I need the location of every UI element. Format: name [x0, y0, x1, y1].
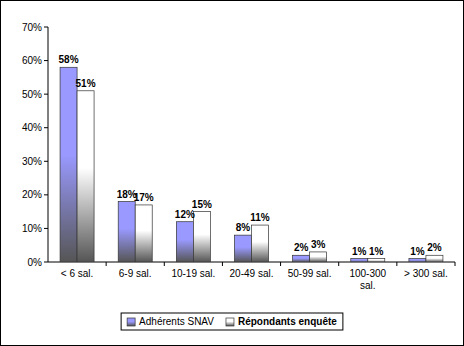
y-tick-label: 60% [22, 55, 42, 66]
chart: 0%10%20%30%40%50%60%70%58%18%12%8%2%1%1%… [0, 0, 464, 346]
data-label: 12% [175, 209, 195, 220]
bar [60, 67, 77, 262]
y-tick-label: 70% [22, 22, 42, 33]
data-label: 8% [236, 222, 251, 233]
bar [409, 259, 426, 262]
y-tick-label: 40% [22, 122, 42, 133]
data-label: 2% [427, 242, 442, 253]
x-tick-label: 20-49 sal. [230, 268, 274, 279]
bar [176, 222, 193, 262]
y-tick-label: 30% [22, 156, 42, 167]
bar [293, 255, 310, 262]
x-tick-label: > 300 sal. [404, 268, 448, 279]
y-tick [44, 27, 48, 28]
data-label: 15% [192, 199, 212, 210]
y-tick-label: 10% [22, 223, 42, 234]
bar [118, 202, 135, 262]
x-tick-label: 6-9 sal. [119, 268, 152, 279]
y-tick [44, 161, 48, 162]
y-tick [44, 94, 48, 95]
data-label: 51% [76, 78, 96, 89]
bar [351, 259, 368, 262]
bar [193, 212, 210, 262]
x-tick [164, 262, 165, 266]
y-tick [44, 194, 48, 195]
y-tick [44, 127, 48, 128]
bar [426, 255, 443, 262]
bar [368, 259, 385, 262]
y-tick [44, 60, 48, 61]
data-label: 3% [311, 239, 326, 250]
y-axis [48, 27, 49, 262]
x-tick-label: 50-99 sal. [288, 268, 332, 279]
y-tick [44, 228, 48, 229]
bar [310, 252, 327, 262]
y-tick-label: 0% [28, 257, 43, 268]
x-tick-label: < 6 sal. [61, 268, 94, 279]
y-tick-label: 50% [22, 89, 42, 100]
x-tick [338, 262, 339, 266]
legend-box [121, 313, 343, 330]
data-label: 17% [134, 192, 154, 203]
data-label: 2% [294, 242, 309, 253]
x-tick [222, 262, 223, 266]
data-label: 11% [250, 212, 270, 223]
x-tick-label: 10-19 sal. [171, 268, 215, 279]
y-tick-label: 20% [22, 189, 42, 200]
data-labels: 58%18%12%8%2%1%1%51%17%15%11%3%1%2% [59, 54, 442, 256]
x-tick [396, 262, 397, 266]
chart-frame [1, 1, 464, 346]
bar [252, 225, 269, 262]
y-tick [44, 262, 48, 263]
bar [77, 91, 94, 262]
x-tick-label: 100-300sal. [349, 268, 386, 291]
legend-label: Adhérents SNAV [139, 316, 214, 327]
bar [135, 205, 152, 262]
legend: Adhérents SNAV Répondants enquête [121, 313, 343, 330]
data-label: 1% [369, 246, 384, 257]
legend-label: Répondants enquête [238, 316, 337, 327]
bar [235, 235, 252, 262]
x-tick [106, 262, 107, 266]
bars [60, 67, 443, 262]
legend-swatch [226, 318, 234, 326]
data-label: 1% [352, 246, 367, 257]
data-label: 58% [59, 54, 79, 65]
x-tick [280, 262, 281, 266]
x-tick [455, 262, 456, 266]
data-label: 1% [410, 246, 425, 257]
legend-swatch [127, 318, 135, 326]
